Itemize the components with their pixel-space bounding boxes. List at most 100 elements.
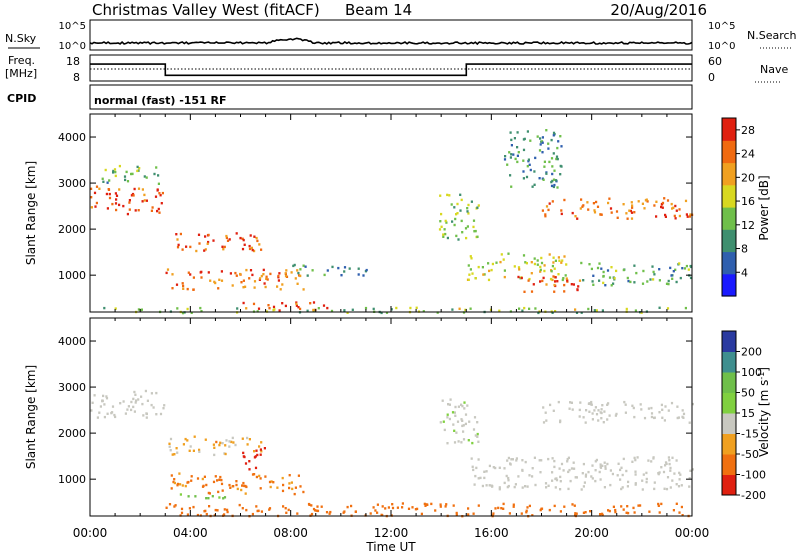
echo-cell: [531, 514, 534, 517]
echo-cell: [494, 507, 497, 510]
echo-cell: [223, 452, 226, 455]
echo-cell: [199, 306, 202, 310]
echo-cell: [309, 302, 312, 305]
echo-cell: [590, 267, 593, 271]
echo-cell: [593, 211, 597, 214]
echo-cell: [241, 237, 244, 240]
echo-cell: [268, 508, 271, 511]
echo-cell: [219, 441, 222, 444]
echo-cell: [443, 428, 446, 432]
echo-cell: [207, 233, 210, 237]
echo-cell: [587, 208, 590, 211]
echo-cell: [587, 470, 590, 474]
echo-cell: [134, 209, 137, 212]
echo-cell: [650, 415, 653, 419]
echo-cell: [560, 212, 563, 216]
echo-cell: [464, 308, 467, 312]
echo-cell: [503, 467, 506, 470]
station-title: Christmas Valley West (fitACF): [92, 1, 320, 19]
echo-cell: [574, 215, 577, 218]
echo-cell: [228, 238, 231, 241]
nsky-tick-bottom: 10^0: [59, 41, 86, 52]
echo-cell: [621, 486, 624, 489]
echo-cell: [600, 411, 603, 415]
echo-cell: [473, 483, 476, 486]
echo-cell: [555, 155, 559, 158]
echo-cell: [157, 207, 160, 211]
echo-cell: [517, 275, 520, 279]
echo-cell: [259, 277, 262, 280]
echo-cell: [625, 212, 628, 215]
echo-cell: [254, 466, 258, 470]
echo-cell: [664, 461, 668, 464]
echo-cell: [276, 285, 279, 288]
echo-cell: [522, 170, 525, 173]
echo-cell: [634, 482, 637, 485]
echo-cell: [483, 476, 486, 480]
echo-cell: [376, 511, 379, 514]
echo-cell: [253, 473, 256, 476]
echo-cell: [590, 475, 593, 478]
echo-cell: [223, 496, 227, 499]
echo-cell: [242, 301, 245, 305]
echo-cell: [688, 215, 691, 218]
echo-cell: [538, 149, 542, 152]
echo-cell: [594, 479, 597, 483]
echo-cell: [296, 512, 299, 515]
echo-cell: [467, 264, 470, 267]
echo-cell: [655, 215, 658, 218]
echo-cell: [580, 488, 583, 491]
echo-cell: [299, 268, 302, 271]
echo-cell: [160, 202, 163, 205]
echo-cell: [272, 305, 276, 309]
echo-cell: [463, 407, 466, 410]
echo-cell: [446, 416, 449, 419]
echo-cell: [550, 157, 554, 160]
echo-cell: [685, 213, 688, 216]
echo-cell: [568, 468, 571, 472]
echo-cell: [236, 487, 239, 491]
echo-cell: [567, 487, 570, 491]
freq-label-line2: [MHz]: [5, 67, 37, 80]
echo-cell: [452, 504, 455, 507]
echo-cell: [483, 470, 486, 473]
echo-cell: [178, 472, 181, 475]
echo-cell: [610, 266, 613, 269]
echo-cell: [130, 194, 133, 197]
echo-cell: [472, 225, 475, 229]
echo-cell: [664, 213, 667, 217]
echo-cell: [108, 192, 111, 196]
echo-cell: [687, 268, 690, 271]
echo-cell: [542, 276, 545, 280]
echo-cell: [668, 462, 671, 466]
echo-cell: [455, 234, 458, 238]
echo-cell: [653, 487, 656, 491]
colorbar-swatch: [722, 433, 736, 455]
echo-cell: [442, 233, 445, 236]
echo-cell: [579, 401, 582, 404]
echo-cell: [330, 309, 334, 313]
echo-cell: [118, 203, 121, 207]
nsky-label: N.Sky: [5, 32, 37, 45]
echo-cell: [557, 256, 560, 259]
echo-cell: [467, 278, 470, 281]
echo-cell: [134, 393, 137, 396]
echo-cell: [293, 492, 296, 496]
echo-cell: [218, 496, 221, 499]
echo-cell: [466, 207, 469, 210]
echo-cell: [522, 148, 526, 152]
echo-cell: [558, 467, 561, 470]
echo-cell: [241, 247, 245, 251]
echo-cell: [551, 278, 554, 282]
echo-cell: [503, 275, 506, 279]
echo-cell: [620, 466, 623, 469]
y-tick-label: 3000: [58, 381, 86, 394]
echo-cell: [189, 273, 192, 276]
echo-cell: [503, 481, 506, 485]
colorbar-tick-label: 12: [741, 219, 755, 232]
echo-cell: [689, 276, 693, 280]
echo-cell: [668, 459, 671, 462]
echo-cell: [197, 233, 201, 236]
echo-cell: [240, 488, 243, 492]
echo-cell: [658, 306, 661, 309]
